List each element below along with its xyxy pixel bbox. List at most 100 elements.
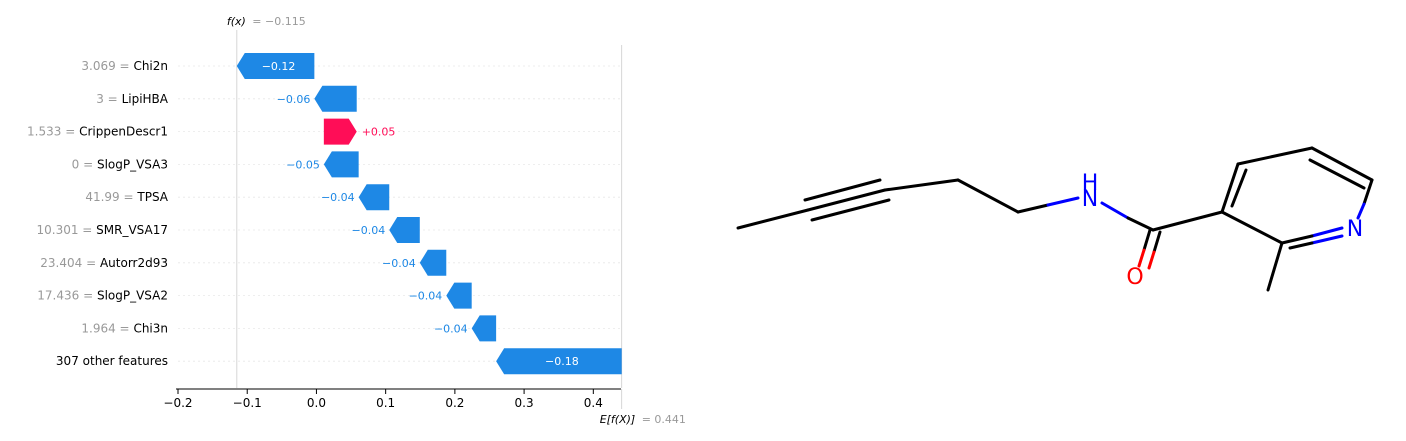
contribution-label: −0.04 — [321, 191, 355, 204]
feature-row: 1.964 = Chi3n −0.04 — [81, 315, 497, 342]
feature-value: 23.404 = — [40, 256, 100, 270]
triple-bond-center — [806, 188, 887, 212]
ex-value: = 0.441 — [642, 413, 686, 426]
feature-label: 1.533 = CrippenDescr1 — [27, 125, 168, 139]
feature-row: 0 = SlogP_VSA3 −0.05 — [72, 151, 359, 178]
feature-value: 1.533 = — [27, 125, 79, 139]
feature-label: 41.99 = TPSA — [85, 190, 168, 204]
feature-row: 10.301 = SMR_VSA17 −0.04 — [36, 217, 420, 243]
ring-nitrogen-label: N — [1347, 217, 1363, 242]
bond — [883, 178, 960, 192]
feature-name: SMR_VSA17 — [96, 223, 168, 237]
amide-hydrogen-label: H — [1082, 171, 1099, 196]
ring-bond — [1362, 178, 1374, 206]
bond — [736, 208, 810, 230]
feature-row: 41.99 = TPSA −0.04 — [85, 184, 390, 211]
bond — [1046, 196, 1080, 207]
row-gridlines — [178, 65, 621, 362]
ring-bond — [1236, 146, 1314, 166]
feature-row: 307 other features −0.18 — [56, 348, 622, 375]
bond — [1126, 216, 1155, 232]
ring-bond-inner — [1308, 158, 1366, 190]
triple-bond-side — [803, 178, 882, 202]
negative-contribution-bar — [314, 85, 357, 112]
feature-row: 3.069 = Chi2n −0.12 — [81, 53, 315, 79]
carbonyl-bond — [1152, 230, 1162, 254]
oxygen-label: O — [1126, 265, 1143, 290]
feature-rows: 3.069 = Chi2n −0.12 3 = LipiHBA −0.06 1.533 … — [27, 53, 622, 375]
contribution-label: −0.04 — [409, 290, 443, 303]
x-tick-label: 0.3 — [515, 396, 534, 410]
methyl-bond — [1266, 241, 1284, 292]
triple-bond-side — [810, 198, 891, 222]
x-tick-label: −0.2 — [163, 396, 192, 410]
negative-contribution-bar — [236, 53, 315, 79]
feature-row: 17.436 = SlogP_VSA2 −0.04 — [37, 282, 472, 309]
feature-label: 3 = LipiHBA — [96, 92, 169, 106]
ring-bond — [1310, 226, 1344, 238]
ex-label: E[f(X)] — [600, 413, 636, 426]
x-tick-label: −0.1 — [233, 396, 262, 410]
ring-bond — [1356, 202, 1366, 220]
fx-annotation: f(x) = −0.115 — [227, 15, 306, 28]
ring-bond — [1220, 162, 1240, 214]
ring-bond-inner — [1288, 241, 1314, 250]
feature-label: 0 = SlogP_VSA3 — [72, 157, 168, 171]
bond — [1151, 210, 1224, 232]
carbonyl-bond — [1137, 248, 1146, 268]
bond — [956, 178, 1020, 214]
ring-bond — [1220, 210, 1284, 245]
feature-name: SlogP_VSA2 — [97, 289, 168, 303]
feature-name: 307 other features — [56, 354, 168, 368]
feature-name: Chi3n — [133, 321, 168, 335]
feature-value: 0 = — [72, 157, 97, 171]
feature-label: 307 other features — [56, 354, 168, 368]
contribution-label: −0.04 — [352, 224, 386, 237]
fx-value: = −0.115 — [252, 15, 305, 28]
feature-value: 3 = — [96, 92, 121, 106]
ring-bond — [1310, 146, 1374, 182]
expected-value-annotation: E[f(X)] = 0.441 — [600, 413, 686, 426]
x-tick-label: 0.4 — [584, 396, 603, 410]
x-axis: −0.2 −0.1 0.0 0.1 0.2 0.3 0.4 — [163, 388, 623, 410]
feature-value: 10.301 = — [36, 223, 96, 237]
positive-contribution-bar — [323, 118, 357, 145]
feature-name: TPSA — [136, 190, 168, 204]
negative-contribution-bar — [358, 184, 390, 211]
feature-name: Autorr2d93 — [100, 256, 168, 270]
bond — [1100, 201, 1130, 220]
ring-bond-inner — [1230, 168, 1248, 208]
carbonyl-bond — [1142, 228, 1152, 252]
molecule-structure: H N O N — [736, 146, 1374, 292]
contribution-label: −0.12 — [262, 60, 296, 73]
feature-value: 1.964 = — [81, 321, 133, 335]
negative-contribution-bar — [389, 217, 420, 243]
contribution-label: −0.18 — [545, 355, 579, 368]
amide-nitrogen-label: N — [1082, 187, 1098, 212]
feature-label: 1.964 = Chi3n — [81, 321, 168, 335]
feature-label: 3.069 = Chi2n — [81, 59, 168, 73]
feature-name: SlogP_VSA3 — [97, 157, 168, 171]
feature-row: 3 = LipiHBA −0.06 — [96, 85, 357, 112]
feature-value: 17.436 = — [37, 289, 97, 303]
feature-row: 1.533 = CrippenDescr1 +0.05 — [27, 118, 395, 145]
negative-contribution-bar — [419, 249, 447, 276]
feature-name: Chi2n — [133, 59, 168, 73]
feature-value: 41.99 = — [85, 190, 137, 204]
feature-label: 17.436 = SlogP_VSA2 — [37, 289, 168, 303]
ring-bond-inner — [1310, 234, 1344, 245]
feature-label: 10.301 = SMR_VSA17 — [36, 223, 168, 237]
contribution-label: −0.04 — [382, 257, 416, 270]
feature-label: 23.404 = Autorr2d93 — [40, 256, 168, 270]
contribution-label: −0.04 — [434, 322, 468, 335]
x-tick-label: 0.1 — [376, 396, 395, 410]
negative-contribution-bar — [446, 282, 472, 309]
x-tick-label: 0.0 — [307, 396, 326, 410]
contribution-label: −0.06 — [277, 93, 311, 106]
bond — [1016, 203, 1050, 214]
ring-bond — [1280, 234, 1314, 245]
shap-waterfall-chart: 3.069 = Chi2n −0.12 3 = LipiHBA −0.06 1.533 … — [27, 15, 686, 426]
feature-name: CrippenDescr1 — [79, 125, 168, 139]
negative-contribution-bar — [496, 348, 622, 375]
feature-value: 3.069 = — [81, 59, 133, 73]
